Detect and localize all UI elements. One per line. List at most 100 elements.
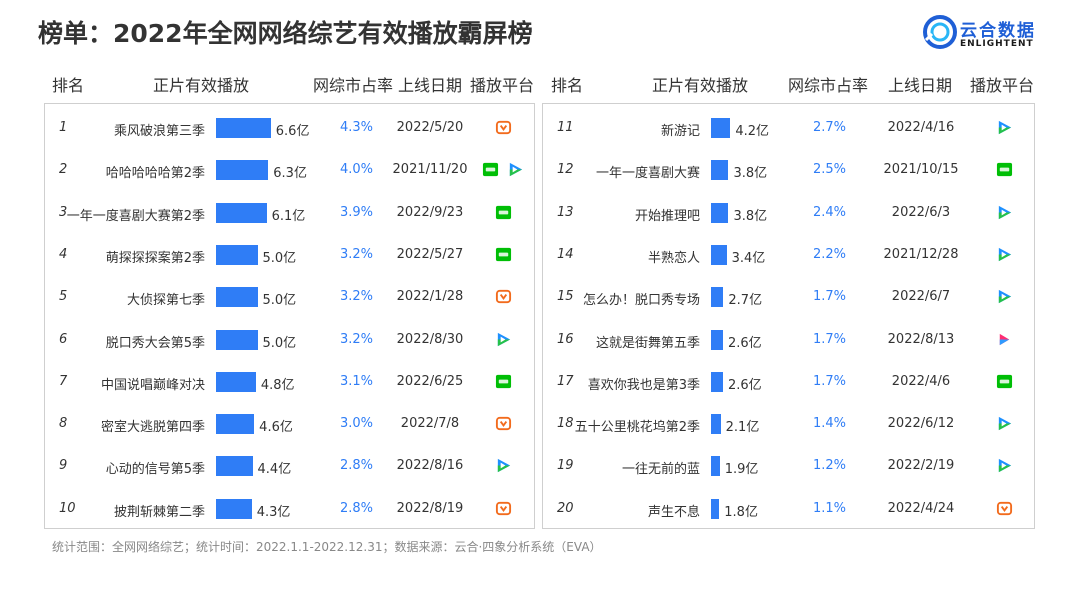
tencent-video-icon xyxy=(998,247,1012,262)
play-bar xyxy=(216,371,256,392)
release-date: 2022/8/13 xyxy=(887,331,955,347)
iqiyi-icon xyxy=(495,247,512,262)
play-bar xyxy=(711,456,720,477)
table-row: 6 脱口秀大会第5季 5.0亿 3.2% 2022/8/30 xyxy=(45,320,534,360)
market-share: 1.7% xyxy=(813,331,847,347)
play-value-label: 2.6亿 xyxy=(727,335,762,351)
play-value-label: 2.7亿 xyxy=(728,293,763,309)
tencent-video-icon xyxy=(497,332,511,346)
mango-tv-icon xyxy=(996,501,1013,515)
row-show-name: 声生不息 xyxy=(647,504,700,520)
release-date: 2022/2/19 xyxy=(887,458,955,474)
market-share: 3.2% xyxy=(340,289,374,305)
release-date: 2022/6/12 xyxy=(887,416,955,432)
table-row: 4 萌探探探案第2季 5.0亿 3.2% 2022/5/27 xyxy=(45,235,534,275)
row-rank: 2 xyxy=(59,162,68,178)
mango-tv-icon xyxy=(495,501,512,515)
platform-icons xyxy=(495,288,520,306)
release-date: 2022/6/3 xyxy=(891,204,951,220)
market-share: 1.2% xyxy=(813,458,847,474)
market-share: 2.5% xyxy=(813,162,847,178)
release-date: 2022/9/23 xyxy=(396,204,464,220)
play-value-label: 4.4亿 xyxy=(257,462,292,478)
row-show-name: 披荆斩棘第二季 xyxy=(113,504,205,520)
play-value-label: 5.0亿 xyxy=(262,335,297,351)
market-share: 3.2% xyxy=(340,246,374,262)
row-rank: 9 xyxy=(59,458,68,474)
row-rank: 17 xyxy=(557,373,574,389)
mango-tv-icon xyxy=(495,416,512,431)
platform-icons xyxy=(996,500,1021,518)
play-bar xyxy=(711,371,723,392)
table-row: 13 开始推理吧 3.8亿 2.4% 2022/6/3 xyxy=(543,193,1034,233)
table-row: 3 一年一度喜剧大赛第2季 6.1亿 3.9% 2022/9/23 xyxy=(45,193,534,233)
play-value-label: 1.8亿 xyxy=(724,504,758,520)
play-bar xyxy=(216,414,255,435)
platform-icons xyxy=(495,204,520,222)
iqiyi-icon xyxy=(482,163,499,177)
row-rank: 5 xyxy=(59,289,68,305)
play-bar xyxy=(711,287,724,308)
release-date: 2022/8/16 xyxy=(396,458,464,474)
market-share: 1.1% xyxy=(813,500,847,516)
play-value-label: 4.8亿 xyxy=(260,377,295,393)
row-rank: 20 xyxy=(557,500,574,516)
mango-tv-icon xyxy=(495,290,512,304)
row-show-name: 心动的信号第5季 xyxy=(105,462,205,478)
table-row: 17 喜欢你我也是第3季 2.6亿 1.7% 2022/4/6 xyxy=(543,362,1034,402)
market-share: 2.8% xyxy=(340,500,374,516)
play-value-label: 6.6亿 xyxy=(275,124,310,139)
row-rank: 3 xyxy=(59,204,68,220)
play-bar xyxy=(216,287,258,308)
play-bar xyxy=(711,160,729,181)
table-row: 5 大侦探第七季 5.0亿 3.2% 2022/1/28 xyxy=(45,277,534,317)
play-value-label: 3.4亿 xyxy=(731,250,766,266)
tencent-video-icon xyxy=(497,459,511,473)
page-title: 榜单：2022年全网网络综艺有效播放霸屏榜 xyxy=(38,19,533,48)
row-show-name: 一年一度喜剧大赛第2季 xyxy=(66,208,205,224)
ranking-panel-left: 1 乘风破浪第三季 6.6亿 4.3% 2022/5/20 2 哈哈哈哈哈第2季 6.3亿 4.… xyxy=(44,103,535,529)
release-date: 2022/6/25 xyxy=(396,373,464,389)
row-show-name: 密室大逃脱第四季 xyxy=(100,420,205,436)
release-date: 2021/10/15 xyxy=(883,162,959,178)
row-show-name: 中国说唱巅峰对决 xyxy=(100,377,205,393)
play-value-label: 2.1亿 xyxy=(725,420,760,436)
footer-note: 统计范围：全网网络综艺；统计时间：2022.1.1-2022.12.31；数据来… xyxy=(52,540,602,554)
table-row: 14 半熟恋人 3.4亿 2.2% 2021/12/28 xyxy=(543,235,1034,275)
play-value-label: 5.0亿 xyxy=(262,293,297,309)
play-value-label: 3.8亿 xyxy=(733,208,768,224)
play-value-label: 2.6亿 xyxy=(727,377,762,393)
tencent-video-icon xyxy=(998,416,1012,431)
market-share: 3.2% xyxy=(340,331,374,347)
row-show-name: 这就是街舞第五季 xyxy=(595,335,700,351)
header-platform: 播放平台 xyxy=(470,76,535,95)
play-bar xyxy=(711,244,727,265)
play-bar xyxy=(216,329,258,350)
row-show-name: 喜欢你我也是第3季 xyxy=(587,377,700,393)
row-show-name: 大侦探第七季 xyxy=(126,293,205,309)
tencent-video-icon xyxy=(998,459,1012,473)
platform-icons xyxy=(996,288,1021,306)
brand-name-cn: 云合数据 xyxy=(960,21,1036,41)
play-value-label: 6.1亿 xyxy=(271,208,306,224)
play-value-label: 4.3亿 xyxy=(256,504,291,520)
release-date: 2022/5/27 xyxy=(396,246,464,262)
platform-icons xyxy=(996,373,1021,391)
row-show-name: 萌探探探案第2季 xyxy=(105,250,205,266)
play-value-label: 4.2亿 xyxy=(735,124,769,139)
platform-icons xyxy=(996,457,1021,475)
market-share: 1.4% xyxy=(813,416,847,432)
row-rank: 4 xyxy=(59,246,68,262)
market-share: 4.3% xyxy=(340,120,374,135)
row-show-name: 一往无前的蓝 xyxy=(621,462,700,478)
mango-tv-icon xyxy=(495,120,512,135)
tencent-video-icon xyxy=(998,290,1012,304)
platform-icons xyxy=(996,415,1021,433)
header-platform: 播放平台 xyxy=(970,76,1035,95)
platform-icons xyxy=(495,331,520,349)
release-date: 2022/4/16 xyxy=(887,120,955,135)
release-date: 2021/12/28 xyxy=(883,246,959,262)
table-row: 1 乘风破浪第三季 6.6亿 4.3% 2022/5/20 xyxy=(45,108,534,148)
release-date: 2022/4/24 xyxy=(887,500,955,516)
platform-icons xyxy=(495,119,520,137)
